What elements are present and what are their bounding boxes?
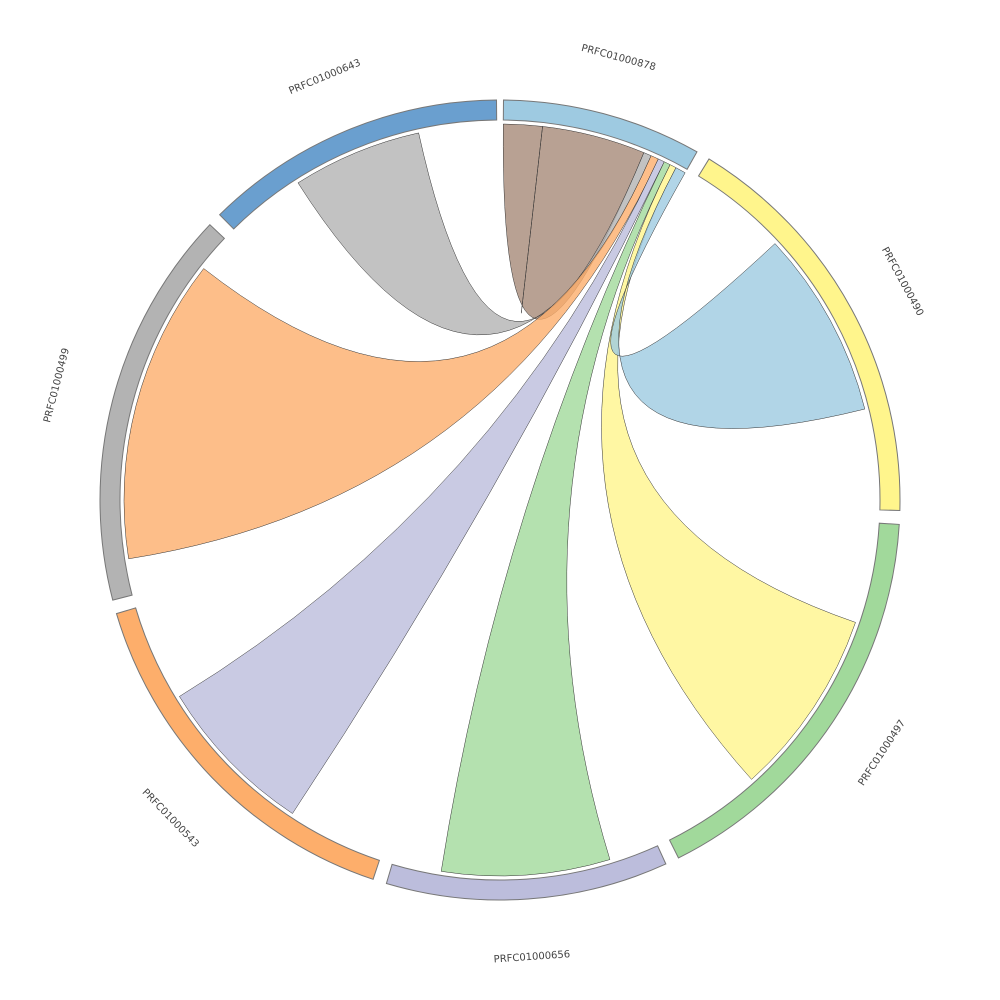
chord-ribbon <box>610 167 866 429</box>
segment-label: PRFC01000490 <box>879 245 925 318</box>
chord-ribbon <box>297 132 652 336</box>
segment-arc <box>99 223 226 601</box>
segment-arc <box>502 99 698 170</box>
segment-label: PRFC01000656 <box>493 949 570 965</box>
chord-ribbon <box>179 158 665 814</box>
segment-arc <box>218 99 498 230</box>
chord-ribbon <box>440 161 671 877</box>
segment-label: PRFC01000878 <box>580 43 657 73</box>
segment-arc <box>385 845 667 901</box>
segment-label: PRFC01000643 <box>287 58 362 97</box>
segment-arc <box>668 522 900 859</box>
chord-ribbon <box>601 164 856 780</box>
segment-arc <box>115 607 381 880</box>
segment-arc <box>697 158 901 511</box>
chord-ribbon <box>123 155 659 560</box>
segment-label: PRFC01000543 <box>140 787 201 850</box>
segment-label: PRFC01000499 <box>42 347 72 424</box>
segment-label: PRFC01000497 <box>857 718 908 788</box>
